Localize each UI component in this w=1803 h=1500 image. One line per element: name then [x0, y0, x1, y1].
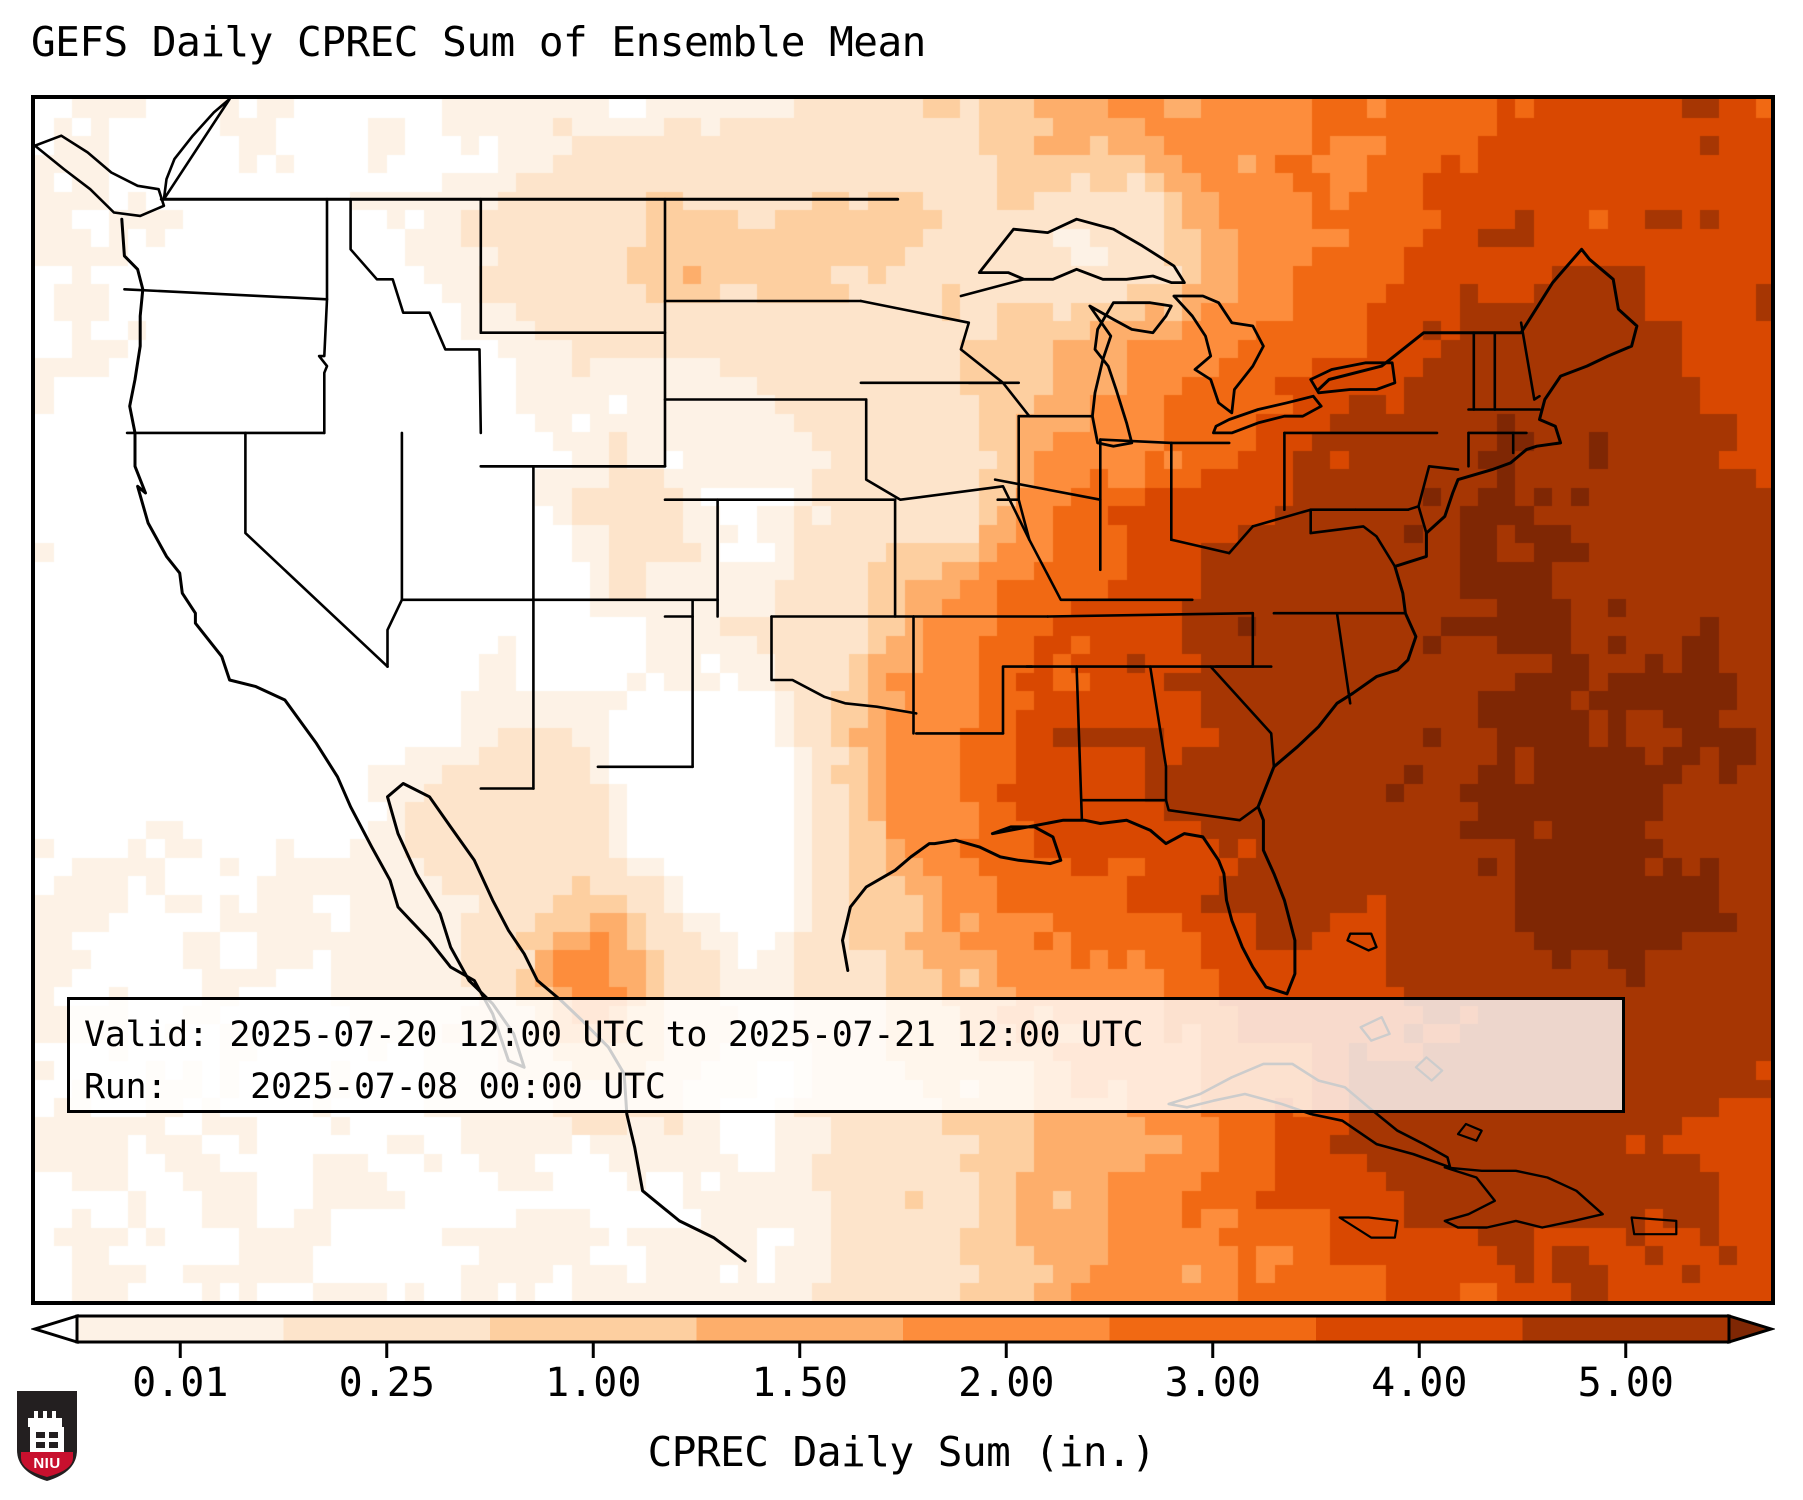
- niu-logo: NIU: [17, 1391, 77, 1481]
- colorbar-tick-label: 5.00: [1577, 1360, 1674, 1406]
- colorbar-under-arrow: [31, 1313, 79, 1345]
- boundary-line: [1417, 465, 1460, 508]
- colorbar-axis-label: CPREC Daily Sum (in.): [647, 1428, 1156, 1476]
- boundary-line: [1630, 1216, 1678, 1236]
- boundary-line: [1227, 525, 1255, 555]
- boundary-line: [993, 478, 1102, 501]
- boundary-line: [841, 247, 1639, 996]
- boundary-line: [1309, 508, 1397, 568]
- page-title: GEFS Daily CPREC Sum of Ensemble Mean: [31, 18, 926, 66]
- boundary-line: [1251, 508, 1357, 528]
- run-time-text: Run: 2025-07-08 00:00 UTC: [84, 1067, 666, 1107]
- valid-time-text: Valid: 2025-07-20 12:00 UTC to 2025-07-2…: [84, 1015, 1144, 1055]
- niu-logo-text: NIU: [33, 1455, 60, 1472]
- boundary-line: [317, 197, 329, 435]
- boundary-line: [1309, 361, 1397, 395]
- colorbar-segment: [1316, 1316, 1524, 1342]
- valid-run-annotation-box: Valid: 2025-07-20 12:00 UTC to 2025-07-2…: [67, 997, 1625, 1113]
- boundary-line: [1212, 394, 1323, 435]
- boundary-line: [1172, 294, 1265, 415]
- boundary-line: [1519, 321, 1541, 401]
- boundary-line: [959, 278, 1026, 298]
- boundary-line: [1164, 798, 1260, 822]
- map-plot-area: Valid: 2025-07-20 12:00 UTC to 2025-07-2…: [31, 95, 1775, 1305]
- boundary-line: [859, 299, 1031, 418]
- boundary-line: [349, 197, 483, 435]
- boundary-line: [1099, 438, 1173, 445]
- colorbar-over-arrow: [1727, 1313, 1775, 1345]
- colorbar-tick-label: 1.50: [751, 1360, 848, 1406]
- boundary-line: [770, 615, 918, 715]
- boundary-line: [1406, 505, 1428, 535]
- colorbar-segment: [490, 1316, 698, 1342]
- boundary-line: [1088, 301, 1173, 448]
- boundary-line: [1338, 1216, 1399, 1239]
- colorbar-tick-labels: 0.01 0.25 1.00 1.50 2.00 3.00 4.00 5.00: [0, 1360, 1803, 1420]
- boundary-line: [1046, 611, 1255, 618]
- boundary-line: [1335, 611, 1352, 705]
- boundary-line: [1075, 665, 1084, 822]
- boundary-line: [1443, 1166, 1604, 1229]
- boundary-line: [162, 99, 231, 201]
- boundary-line: [1017, 498, 1089, 602]
- colorbar-segment: [1109, 1316, 1317, 1342]
- boundary-line: [1346, 932, 1378, 952]
- boundary-line: [1148, 665, 1168, 802]
- colorbar-tick-label: 0.01: [132, 1360, 229, 1406]
- boundary-line: [123, 288, 329, 301]
- colorbar-segment: [77, 1316, 285, 1342]
- colorbar-tick-label: 0.25: [338, 1360, 435, 1406]
- boundary-line: [386, 431, 404, 668]
- boundary-line: [244, 431, 389, 668]
- boundary-line: [1456, 1122, 1483, 1142]
- colorbar-tick-label: 4.00: [1371, 1360, 1468, 1406]
- colorbar-segment: [283, 1316, 491, 1342]
- boundary-line: [35, 134, 166, 218]
- map-boundaries-overlay: [35, 99, 1678, 1263]
- boundary-line: [120, 217, 747, 1263]
- boundary-line: [1001, 665, 1034, 735]
- colorbar-segment: [1522, 1316, 1730, 1342]
- colorbar: [31, 1310, 1775, 1370]
- boundary-line: [977, 217, 1186, 284]
- colorbar-tick-label: 1.00: [545, 1360, 642, 1406]
- colorbar-tick-label: 3.00: [1164, 1360, 1261, 1406]
- colorbar-segment: [696, 1316, 904, 1342]
- boundary-line: [864, 398, 1031, 541]
- boundary-line: [1209, 665, 1276, 769]
- colorbar-segment: [903, 1316, 1111, 1342]
- boundary-line: [1170, 538, 1231, 555]
- colorbar-tick-label: 2.00: [958, 1360, 1055, 1406]
